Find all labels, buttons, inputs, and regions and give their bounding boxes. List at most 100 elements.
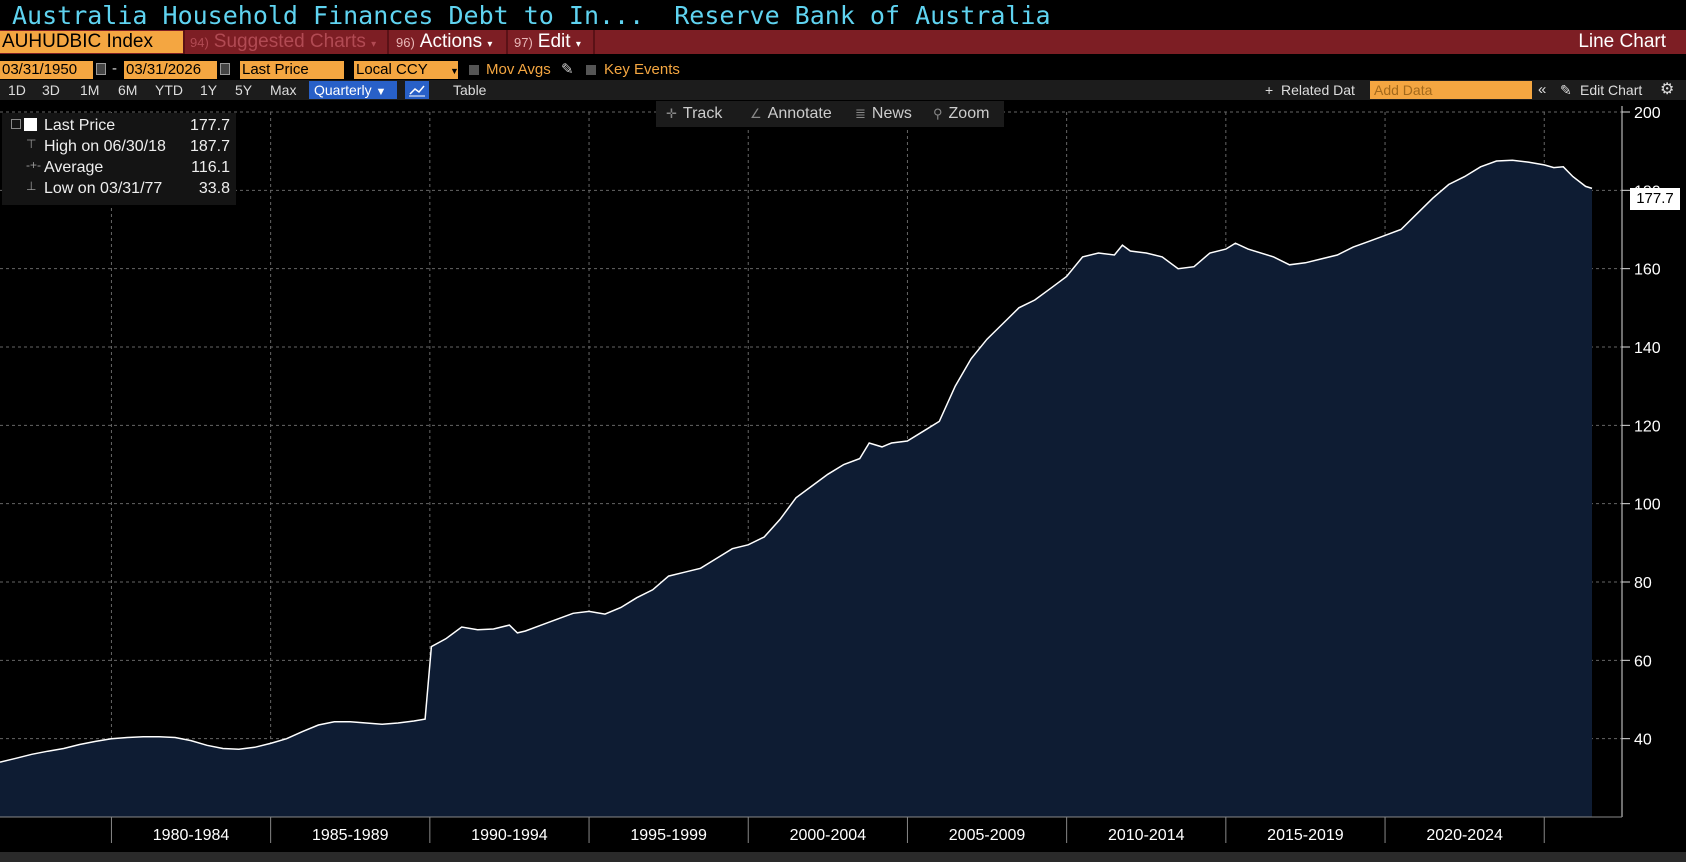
- key-events-checkbox[interactable]: [586, 65, 596, 75]
- title-bar: Australia Household Finances Debt to In.…: [0, 0, 1686, 30]
- price-field-select[interactable]: Last Price: [240, 61, 344, 79]
- date-range-dash: -: [112, 60, 117, 77]
- search-icon: ⚲: [933, 106, 943, 121]
- high-marker-icon: ⊤: [26, 137, 37, 151]
- collapse-icon[interactable]: «: [1538, 81, 1547, 98]
- suggested-charts-number: 94): [190, 35, 209, 50]
- series-line: [0, 159, 1593, 763]
- legend-average-value: 116.1: [191, 159, 230, 176]
- toolbar-separator: [183, 30, 185, 54]
- mov-avgs-label[interactable]: Mov Avgs: [486, 61, 551, 78]
- periodicity-select[interactable]: Quarterly ▼: [309, 81, 397, 99]
- annotate-icon: ∠: [750, 106, 762, 121]
- range-1m[interactable]: 1M: [80, 82, 100, 98]
- calendar-icon[interactable]: [220, 63, 230, 75]
- annotate-label: Annotate: [767, 105, 832, 122]
- plus-icon[interactable]: +: [1265, 82, 1274, 98]
- actions-button[interactable]: 96) Actions ▾: [396, 30, 492, 54]
- edit-chart-button[interactable]: Edit Chart: [1580, 82, 1643, 98]
- calendar-icon[interactable]: [96, 63, 106, 75]
- legend: [2, 113, 236, 205]
- news-label: News: [871, 105, 912, 122]
- toolbar: [0, 30, 1686, 54]
- x-tick-label: 1990-1994: [471, 827, 548, 844]
- news-button[interactable]: ≣ News: [855, 101, 912, 127]
- zoom-label: Zoom: [948, 105, 990, 122]
- legend-low-label: Low on 03/31/77: [44, 180, 163, 197]
- legend-last-label: Last Price: [44, 117, 116, 134]
- related-data-button[interactable]: Related Dat: [1281, 82, 1355, 98]
- gear-icon[interactable]: ⚙: [1660, 81, 1675, 98]
- ticker-field[interactable]: AUHUDBIC Index: [0, 31, 183, 53]
- range-5y[interactable]: 5Y: [235, 82, 253, 98]
- x-tick-label: 1980-1984: [153, 827, 230, 844]
- edit-button[interactable]: 97) Edit ▾: [514, 30, 581, 54]
- track-label: Track: [682, 105, 723, 122]
- end-date-field[interactable]: 03/31/2026: [124, 61, 217, 79]
- zoom-button[interactable]: ⚲ Zoom: [933, 101, 989, 127]
- chevron-down-icon: ▾: [575, 39, 581, 50]
- range-ytd[interactable]: YTD: [155, 82, 183, 98]
- pencil-icon[interactable]: ✎: [1560, 82, 1572, 98]
- range-6m[interactable]: 6M: [118, 82, 138, 98]
- legend-average-label: Average: [44, 159, 104, 176]
- toolbar-separator: [593, 30, 595, 54]
- annotate-button[interactable]: ∠ Annotate: [750, 101, 832, 127]
- legend-high-label: High on 06/30/18: [44, 138, 166, 155]
- add-data-input[interactable]: Add Data: [1370, 81, 1532, 99]
- series-area: [0, 160, 1592, 817]
- line-chart-icon[interactable]: [405, 81, 429, 99]
- x-tick-label: 1985-1989: [312, 827, 389, 844]
- chart-type-label[interactable]: Line Chart: [1578, 31, 1666, 52]
- table-button[interactable]: Table: [453, 82, 487, 98]
- chart-tools-bar: [656, 101, 1004, 127]
- y-tick-label: 40: [1634, 732, 1652, 749]
- window-title: Australia Household Finances Debt to In.…: [12, 1, 1051, 30]
- y-tick-label: 100: [1634, 497, 1661, 514]
- legend-low-value: 33.8: [198, 180, 230, 197]
- x-tick-label: 2000-2004: [790, 827, 867, 844]
- edit-number: 97): [514, 35, 533, 50]
- suggested-charts-label: Suggested Charts: [213, 31, 366, 52]
- actions-label: Actions: [419, 31, 483, 52]
- status-strip: [0, 852, 1686, 862]
- key-events-label[interactable]: Key Events: [604, 61, 680, 78]
- legend-high-value: 187.7: [189, 138, 230, 155]
- pencil-icon[interactable]: ✎: [561, 61, 574, 78]
- last-price-tag: 177.7: [1630, 188, 1680, 210]
- y-tick-label: 120: [1634, 418, 1661, 435]
- range-max[interactable]: Max: [270, 82, 297, 98]
- range-1d[interactable]: 1D: [8, 82, 26, 98]
- edit-label: Edit: [537, 31, 571, 52]
- toolbar-separator: [387, 30, 389, 54]
- news-icon: ≣: [855, 106, 866, 121]
- x-tick-label: 2020-2024: [1426, 827, 1503, 844]
- average-marker-icon: -+-: [26, 158, 41, 172]
- actions-number: 96): [396, 35, 415, 50]
- start-date-field[interactable]: 03/31/1950: [0, 61, 93, 79]
- x-tick-label: 2005-2009: [949, 827, 1026, 844]
- currency-label: Local CCY: [356, 61, 428, 78]
- series-layer: [0, 159, 1593, 817]
- y-tick-label: 60: [1634, 653, 1652, 670]
- y-tick-label: 140: [1634, 340, 1661, 357]
- range-1y[interactable]: 1Y: [200, 82, 218, 98]
- mov-avgs-checkbox[interactable]: [469, 65, 479, 75]
- x-tick-label: 1995-1999: [630, 827, 707, 844]
- legend-last-value: 177.7: [189, 117, 230, 134]
- periodicity-label: Quarterly: [314, 82, 372, 98]
- chevron-down-icon: ▼: [450, 66, 459, 76]
- x-tick-label: 2010-2014: [1108, 827, 1185, 844]
- low-marker-icon: ⊥: [26, 179, 37, 193]
- suggested-charts-button[interactable]: 94) Suggested Charts ▾: [190, 30, 376, 54]
- y-tick-label: 200: [1634, 105, 1661, 122]
- toolbar-separator: [506, 30, 508, 54]
- chevron-down-icon: ▾: [487, 39, 493, 50]
- y-tick-label: 80: [1634, 575, 1652, 592]
- currency-select[interactable]: Local CCY: [354, 61, 458, 79]
- track-button[interactable]: ✛ Track: [666, 101, 722, 127]
- chevron-down-icon: ▼: [375, 86, 387, 98]
- range-3d[interactable]: 3D: [42, 82, 60, 98]
- collapse-box-icon[interactable]: [11, 119, 21, 129]
